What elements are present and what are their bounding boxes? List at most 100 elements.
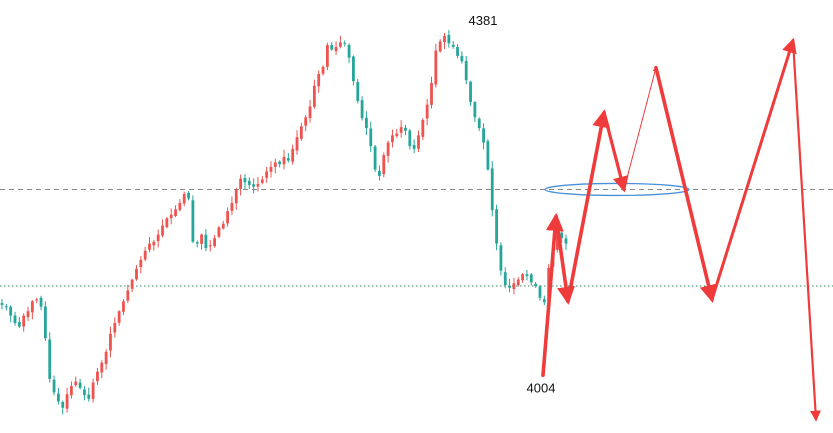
candle-body xyxy=(87,394,91,399)
candle-body xyxy=(417,135,420,149)
candle-body xyxy=(495,209,498,244)
candle-body xyxy=(9,306,13,316)
projection-arrows xyxy=(541,37,821,422)
candle-body xyxy=(113,322,117,333)
candle-body xyxy=(447,34,451,44)
candle-body xyxy=(230,202,234,211)
candle-body xyxy=(365,117,368,129)
candle-body xyxy=(226,211,229,224)
projection-arrow-3 xyxy=(566,109,611,304)
candle-body xyxy=(456,46,459,56)
candle-body xyxy=(421,119,425,137)
candle-body xyxy=(451,44,455,47)
candle-body xyxy=(13,315,17,323)
candle-body xyxy=(386,142,390,156)
candle-body xyxy=(191,200,195,242)
candle-body xyxy=(321,66,325,74)
candle-body xyxy=(308,106,312,118)
candle-body xyxy=(369,128,373,147)
candle-body xyxy=(460,55,464,62)
candle-body xyxy=(395,133,399,137)
candle-body xyxy=(100,362,104,373)
candle-body xyxy=(217,227,221,237)
candle-body xyxy=(200,234,203,244)
candle-body xyxy=(57,393,60,402)
candles-group xyxy=(0,30,568,415)
candle-body xyxy=(330,45,334,50)
candle-body xyxy=(499,245,503,271)
candle-body xyxy=(278,161,282,165)
candle-body xyxy=(391,135,394,143)
candle-body xyxy=(464,61,468,81)
candle-body xyxy=(187,192,190,199)
candle-body xyxy=(178,202,182,211)
candle-body xyxy=(130,279,134,289)
candle-body xyxy=(486,141,490,170)
candle-body xyxy=(343,42,347,44)
candle-body xyxy=(17,321,21,327)
candle-body xyxy=(534,283,538,286)
candle-body xyxy=(169,214,173,219)
candle-body xyxy=(564,238,568,244)
annotation-label-4004: 4004 xyxy=(527,380,556,395)
candle-body xyxy=(126,290,130,301)
candle-body xyxy=(148,243,151,250)
candle-body xyxy=(299,126,303,139)
candle-body xyxy=(83,389,86,396)
candle-body xyxy=(408,130,412,147)
candle-body xyxy=(195,242,199,244)
candle-body xyxy=(490,168,494,211)
candle-body xyxy=(542,299,546,303)
candle-body xyxy=(221,223,225,229)
candle-body xyxy=(438,41,442,52)
candle-body xyxy=(269,166,273,172)
reference-lines xyxy=(0,188,833,287)
candle-body xyxy=(516,279,520,286)
candle-body xyxy=(360,100,364,119)
candle-body xyxy=(503,272,507,286)
projection-arrow-1 xyxy=(541,212,564,378)
candle-body xyxy=(70,386,73,396)
candle-body xyxy=(434,50,438,85)
candle-body xyxy=(252,184,256,187)
candle-body xyxy=(243,177,247,183)
candle-body xyxy=(161,225,164,236)
candle-body xyxy=(356,81,360,102)
candle-body xyxy=(239,178,243,189)
projection-arrow-5 xyxy=(623,66,658,190)
candle-body xyxy=(352,56,355,82)
candle-body xyxy=(430,82,433,105)
candle-body xyxy=(339,42,342,47)
candle-body xyxy=(404,127,407,131)
candle-body xyxy=(30,301,34,313)
candle-body xyxy=(273,162,277,167)
candle-body xyxy=(412,144,416,149)
candle-body xyxy=(473,102,477,118)
candle-body xyxy=(0,303,4,305)
candle-body xyxy=(78,382,82,388)
projection-arrow-6 xyxy=(654,65,718,303)
candle-body xyxy=(39,297,43,307)
candle-body xyxy=(35,299,39,301)
candle-body xyxy=(208,245,212,247)
candle-body xyxy=(52,379,56,393)
candle-body xyxy=(48,339,52,379)
candle-body xyxy=(204,234,208,249)
candle-body xyxy=(174,209,177,216)
candle-body xyxy=(378,170,381,176)
candle-body xyxy=(469,81,472,102)
candle-body xyxy=(91,382,95,399)
candle-body xyxy=(152,241,156,246)
candle-body xyxy=(282,156,286,165)
candle-body xyxy=(508,285,511,288)
candle-body xyxy=(260,179,264,183)
candle-body xyxy=(213,238,216,247)
candle-body xyxy=(312,85,316,107)
candle-body xyxy=(399,127,403,133)
candle-body xyxy=(555,233,559,250)
candle-body xyxy=(525,274,529,277)
candle-body xyxy=(334,46,338,52)
candle-body xyxy=(109,333,112,351)
candle-body xyxy=(43,306,47,339)
